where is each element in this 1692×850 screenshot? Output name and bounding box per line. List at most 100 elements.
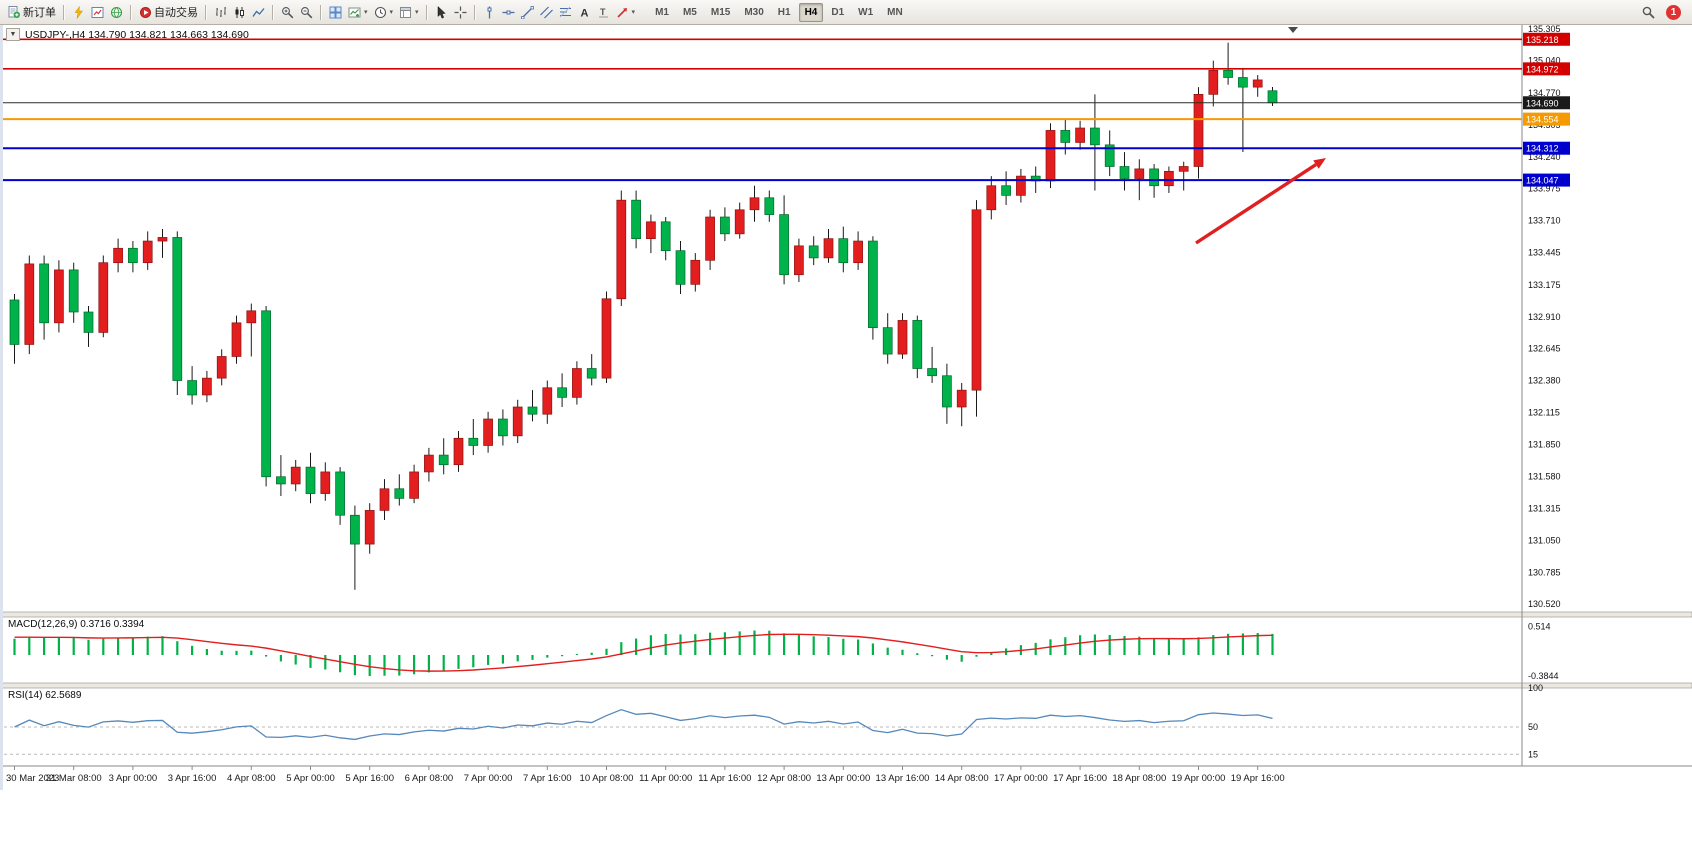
bar-chart-button[interactable]	[211, 2, 230, 22]
macd-histogram	[13, 630, 1274, 677]
text-button[interactable]: A	[575, 2, 594, 22]
periods-button[interactable]: ▾	[371, 2, 397, 22]
timeframe-button-m5[interactable]: M5	[682, 6, 697, 18]
svg-text:135.040: 135.040	[1528, 56, 1561, 66]
svg-text:135.218: 135.218	[1526, 35, 1559, 45]
svg-text:134.312: 134.312	[1526, 144, 1559, 154]
zoom-in-button[interactable]	[278, 2, 297, 22]
vertical-line-button[interactable]	[480, 2, 499, 22]
rsi-line	[14, 708, 1273, 741]
autotrading-icon	[139, 6, 152, 19]
autotrading-button[interactable]: 自动交易	[136, 2, 201, 22]
svg-text:130.520: 130.520	[1528, 599, 1561, 609]
macd-signal-line	[14, 633, 1273, 672]
svg-text:31 Mar 08:00: 31 Mar 08:00	[46, 773, 102, 784]
timeframe-button-m30[interactable]: M30	[744, 6, 764, 18]
new-order-button[interactable]: 新订单	[4, 2, 59, 22]
market-button[interactable]	[107, 2, 126, 22]
svg-text:5 Apr 16:00: 5 Apr 16:00	[345, 773, 394, 784]
svg-text:133.710: 133.710	[1528, 216, 1561, 226]
one-click-trading-toggle[interactable]: ▼	[6, 28, 20, 41]
notification-badge[interactable]: 1	[1666, 4, 1681, 20]
svg-text:17 Apr 16:00: 17 Apr 16:00	[1053, 773, 1107, 784]
macd-axis-label: 0.514	[1528, 622, 1551, 632]
svg-text:132.645: 132.645	[1528, 344, 1561, 354]
chevron-down-icon: ▼	[9, 31, 17, 38]
svg-text:19 Apr 00:00: 19 Apr 00:00	[1172, 773, 1226, 784]
window-edge	[0, 24, 3, 790]
svg-text:132.380: 132.380	[1528, 376, 1561, 386]
zoom-in-icon	[281, 6, 294, 19]
macd-axis-label: -0.3844	[1528, 671, 1559, 681]
hline-icon	[502, 6, 515, 19]
crosshair-button[interactable]	[451, 2, 470, 22]
trend-arrow[interactable]	[1195, 158, 1326, 245]
svg-text:13 Apr 16:00: 13 Apr 16:00	[876, 773, 930, 784]
text-label-button[interactable]: T	[594, 2, 613, 22]
horizontal-line-button[interactable]	[499, 2, 518, 22]
svg-text:131.580: 131.580	[1528, 472, 1561, 482]
cursor-button[interactable]	[432, 2, 451, 22]
timeframe-button-w1[interactable]: W1	[858, 6, 874, 18]
label-icon: T	[597, 6, 610, 19]
indicators-button[interactable]: ▾	[345, 2, 371, 22]
toolbar-separator	[272, 4, 274, 20]
channel-button[interactable]	[537, 2, 556, 22]
panel-separator[interactable]	[0, 682, 1692, 689]
caret-down-icon: ▾	[415, 9, 419, 16]
templates-button[interactable]: ▾	[396, 2, 422, 22]
tile-windows-button[interactable]	[326, 2, 345, 22]
charts-button[interactable]	[88, 2, 107, 22]
price-badge: 134.312	[1523, 141, 1570, 155]
indicators-icon	[348, 6, 361, 19]
caret-down-icon: ▾	[364, 9, 368, 16]
timeframe-button-m1[interactable]: M1	[655, 6, 669, 18]
metaeditor-button[interactable]	[69, 2, 88, 22]
fibonacci-button[interactable]	[556, 2, 575, 22]
timeframe-button-mn[interactable]: MN	[887, 6, 903, 18]
trendline-button[interactable]	[518, 2, 537, 22]
bars-icon	[214, 6, 227, 19]
svg-text:5 Apr 00:00: 5 Apr 00:00	[286, 773, 335, 784]
svg-text:134.972: 134.972	[1526, 64, 1559, 74]
timeframe-button-d1[interactable]: D1	[831, 6, 845, 18]
zoom-out-button[interactable]	[297, 2, 316, 22]
svg-text:30 Mar 2023: 30 Mar 2023	[6, 773, 59, 784]
svg-text:134.240: 134.240	[1528, 152, 1561, 162]
clock-icon	[374, 6, 387, 19]
panel-separator[interactable]	[0, 611, 1692, 618]
timeframe-button-m15[interactable]: M15	[710, 6, 731, 18]
toolbar-separator	[130, 4, 132, 20]
svg-text:11 Apr 00:00: 11 Apr 00:00	[639, 773, 692, 784]
template-icon	[399, 6, 412, 19]
toolbar-separator	[205, 4, 207, 20]
price-badge: 134.047	[1523, 173, 1570, 187]
svg-text:132.115: 132.115	[1528, 407, 1560, 417]
timeframe-button-h1[interactable]: H1	[777, 6, 791, 18]
price-badge: 134.554	[1523, 112, 1570, 126]
arrows-button[interactable]: ▾	[613, 2, 639, 22]
globe-icon	[110, 6, 123, 19]
rsi-axis-label: 15	[1528, 749, 1538, 759]
svg-text:12 Apr 08:00: 12 Apr 08:00	[757, 773, 811, 784]
fibo-icon	[559, 6, 572, 19]
svg-text:7 Apr 00:00: 7 Apr 00:00	[464, 773, 513, 784]
candlestick-series	[9, 42, 1278, 590]
crosshair-icon	[454, 6, 467, 19]
timeframe-button-h4[interactable]: H4	[798, 2, 824, 22]
line-chart-button[interactable]	[249, 2, 268, 22]
svg-text:4 Apr 08:00: 4 Apr 08:00	[227, 773, 276, 784]
candlestick-chart-button[interactable]	[230, 2, 249, 22]
chart-shift-marker[interactable]	[1288, 27, 1298, 33]
svg-text:14 Apr 08:00: 14 Apr 08:00	[935, 773, 989, 784]
line-icon	[252, 6, 265, 19]
price-axis[interactable]: 135.305135.040134.770134.505134.240133.9…	[1528, 24, 1561, 609]
vline-icon	[483, 6, 496, 19]
svg-text:19 Apr 16:00: 19 Apr 16:00	[1231, 773, 1285, 784]
search-button[interactable]	[1638, 2, 1659, 22]
svg-text:T: T	[600, 7, 606, 17]
new-order-button-label: 新订单	[23, 7, 56, 19]
